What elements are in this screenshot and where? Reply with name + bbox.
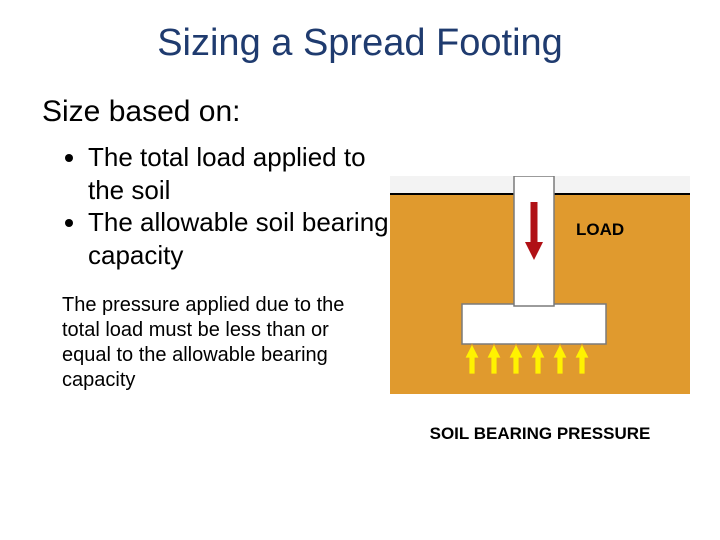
- page-title: Sizing a Spread Footing: [0, 0, 720, 65]
- load-label: LOAD: [576, 220, 624, 240]
- diagram-svg: [390, 176, 690, 426]
- bullet-item: The total load applied to the soil: [88, 141, 400, 206]
- note-text: The pressure applied due to the total lo…: [62, 293, 362, 393]
- bullet-list: The total load applied to the soil The a…: [80, 141, 400, 271]
- soil-bearing-pressure-label: SOIL BEARING PRESSURE: [390, 424, 690, 444]
- footing-diagram: LOAD SOIL BEARING PRESSURE: [390, 176, 690, 506]
- subtitle: Size based on:: [42, 95, 720, 129]
- bullet-item: The allowable soil bearing capacity: [88, 206, 400, 271]
